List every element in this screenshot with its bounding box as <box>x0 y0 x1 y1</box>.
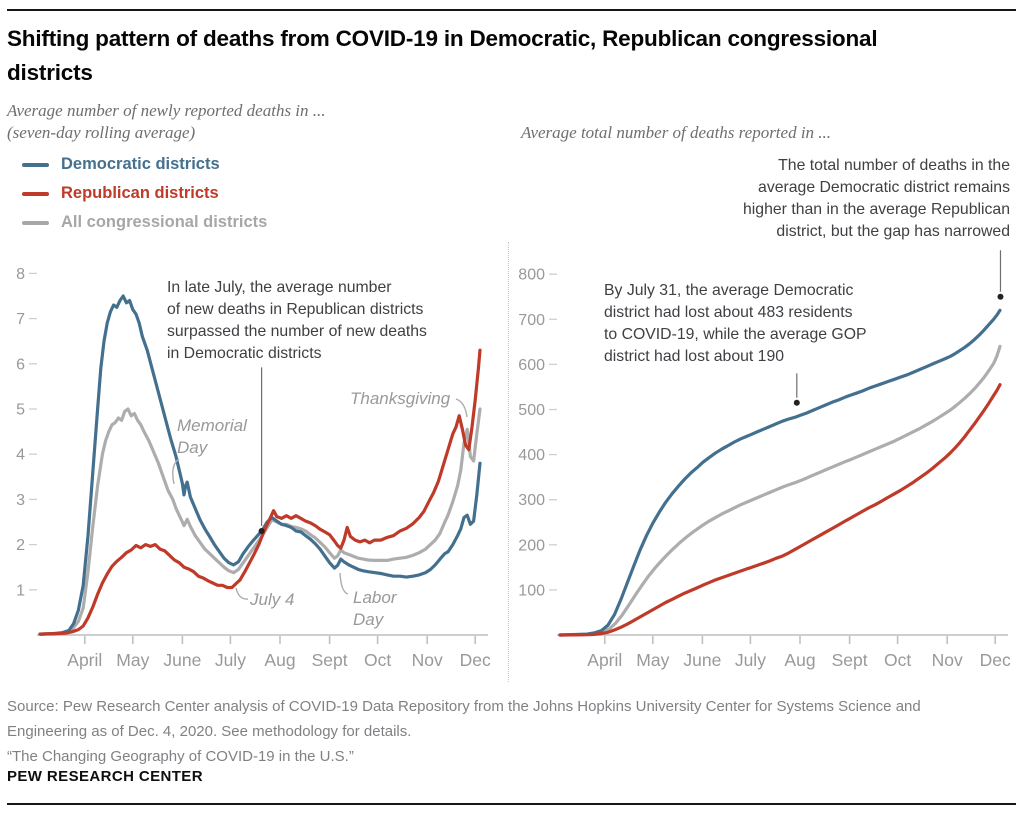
left-chart-subtitle: Average number of newly reported deaths … <box>7 100 326 144</box>
legend-label-all-districts: All congressional districts <box>61 213 268 231</box>
total-deaths-chart-x-label-dec: Dec <box>980 650 1011 670</box>
new-deaths-chart-line-all <box>38 407 482 636</box>
new-deaths-chart-line-rep <box>38 348 482 636</box>
total-deaths-chart-y-label-200: 200 <box>518 537 545 554</box>
total-deaths-chart-x-label-oct: Oct <box>884 650 911 670</box>
legend-item-all-districts: All congressional districts <box>22 208 267 237</box>
july31-annotation-line: district had lost about 190 <box>604 348 785 365</box>
new-deaths-chart-x-label-june: June <box>163 650 201 670</box>
new-deaths-chart-callout-labor <box>339 572 349 595</box>
total-deaths-chart-y-label-400: 400 <box>518 447 545 464</box>
new-deaths-chart-y-label-1: 1 <box>16 582 25 599</box>
gap-narrowed-annotation-line: The total number of deaths in the <box>778 157 1010 174</box>
left-chart-subtitle-line2: (seven-day rolling average) <box>7 123 196 142</box>
new-deaths-chart-callout-thanksgiving <box>455 398 468 418</box>
july31-annotation-line: By July 31, the average Democratic <box>604 282 854 299</box>
new-deaths-chart-y-label-6: 6 <box>16 356 25 373</box>
labor-day-label: Labor Day <box>353 588 397 629</box>
republican-line-swatch <box>22 191 49 196</box>
gap-narrowed-annotation-line: higher than in the average Republican <box>743 201 1010 218</box>
new-deaths-chart-callout-memorial <box>172 458 180 485</box>
new-deaths-chart-y-label-8: 8 <box>16 266 25 283</box>
total-deaths-chart-pointer-dot-gap_narrowed <box>997 293 1004 300</box>
new-deaths-chart-x-label-dec: Dec <box>460 650 491 670</box>
report-title-quote: “The Changing Geography of COVID-19 in t… <box>7 748 354 765</box>
new-deaths-chart-line-dem <box>38 294 482 636</box>
new-deaths-chart-y-label-7: 7 <box>16 311 25 328</box>
total-deaths-chart-y-label-500: 500 <box>518 402 545 419</box>
total-deaths-chart-line-all <box>558 344 1002 637</box>
total-deaths-chart-x-label-sept: Sept <box>832 650 868 670</box>
total-deaths-chart: April May June July Aug Sept Oct Nov Dec 100 200 30… <box>518 250 1011 670</box>
new-deaths-chart-x-label-sept: Sept <box>312 650 348 670</box>
new-deaths-chart-y-label-3: 3 <box>16 492 25 509</box>
new-deaths-chart-x-label-april: April <box>67 650 102 670</box>
new-deaths-chart-x-label-may: May <box>116 650 149 670</box>
top-rule <box>7 9 1016 11</box>
new-deaths-chart-x-label-nov: Nov <box>412 650 443 670</box>
gap-narrowed-annotation-line: average Democratic district remains <box>758 179 1010 196</box>
memorial-day-label: Memorial Day <box>177 416 247 457</box>
total-deaths-chart-line-rep <box>558 383 1002 637</box>
late-july-annotation-line: In late July, the average number <box>167 279 392 296</box>
chart-divider <box>508 242 509 682</box>
total-deaths-chart-x-label-july: July <box>735 650 766 670</box>
total-deaths-chart-line-dem <box>558 308 1002 637</box>
legend-item-democratic: Democratic districts <box>22 150 267 179</box>
late-july-annotation: In late July, the average number of new … <box>167 277 427 365</box>
source-line-2: Engineering as of Dec. 4, 2020. See meth… <box>7 723 412 740</box>
new-deaths-chart: April May June July Aug Sept Oct Nov Dec 1 2 3 4 5 6 7 8 <box>16 266 491 670</box>
legend-label-democratic: Democratic districts <box>61 155 220 173</box>
chart-legend: Democratic districts Republican district… <box>22 150 267 237</box>
gap-narrowed-annotation: The total number of deaths in the averag… <box>690 155 1010 243</box>
total-deaths-chart-pointer-dot-july31 <box>793 399 800 406</box>
right-chart-subtitle: Average total number of deaths reported … <box>521 123 832 142</box>
july31-annotation-line: district had lost about 483 residents <box>604 304 853 321</box>
thanksgiving-label: Thanksgiving <box>350 389 451 408</box>
new-deaths-chart-x-label-aug: Aug <box>264 650 295 670</box>
july31-annotation-line: to COVID-19, while the average GOP <box>604 326 867 343</box>
all-districts-line-swatch <box>22 220 49 225</box>
left-chart-subtitle-line1: Average number of newly reported deaths … <box>7 101 326 120</box>
total-deaths-chart-y-label-300: 300 <box>518 492 545 509</box>
page-title: Shifting pattern of deaths from COVID-19… <box>7 22 1012 90</box>
late-july-annotation-line: of new deaths in Republican districts <box>167 301 424 318</box>
gap-narrowed-annotation-line: district, but the gap has narrowed <box>776 223 1010 240</box>
page-title-line2: districts <box>7 60 93 85</box>
total-deaths-chart-y-label-600: 600 <box>518 357 545 374</box>
democratic-line-swatch <box>22 162 49 167</box>
late-july-annotation-line: in Democratic districts <box>167 345 322 362</box>
late-july-annotation-line: surpassed the number of new deaths <box>167 323 427 340</box>
new-deaths-chart-y-label-5: 5 <box>16 402 25 419</box>
page-title-line1: Shifting pattern of deaths from COVID-19… <box>7 26 878 51</box>
new-deaths-chart-x-label-july: July <box>215 650 246 670</box>
new-deaths-chart-pointer-dot-late_july <box>258 528 265 535</box>
july-4-label: July 4 <box>250 590 295 609</box>
total-deaths-chart-x-label-nov: Nov <box>932 650 963 670</box>
new-deaths-chart-y-label-2: 2 <box>16 537 25 554</box>
total-deaths-chart-y-label-100: 100 <box>518 582 545 599</box>
source-line-1: Source: Pew Research Center analysis of … <box>7 698 921 715</box>
bottom-rule <box>7 803 1016 805</box>
new-deaths-chart-x-label-oct: Oct <box>364 650 391 670</box>
july31-annotation: By July 31, the average Democratic distr… <box>604 280 867 368</box>
pew-research-center-brand: PEW RESEARCH CENTER <box>7 768 203 785</box>
new-deaths-chart-y-label-4: 4 <box>16 447 25 464</box>
total-deaths-chart-x-label-june: June <box>683 650 721 670</box>
total-deaths-chart-x-label-may: May <box>636 650 669 670</box>
legend-item-republican: Republican districts <box>22 179 267 208</box>
legend-label-republican: Republican districts <box>61 184 219 202</box>
total-deaths-chart-x-label-april: April <box>587 650 622 670</box>
total-deaths-chart-y-label-700: 700 <box>518 312 545 329</box>
total-deaths-chart-x-label-aug: Aug <box>784 650 815 670</box>
new-deaths-chart-callout-july4 <box>235 587 249 600</box>
total-deaths-chart-y-label-800: 800 <box>518 267 545 284</box>
